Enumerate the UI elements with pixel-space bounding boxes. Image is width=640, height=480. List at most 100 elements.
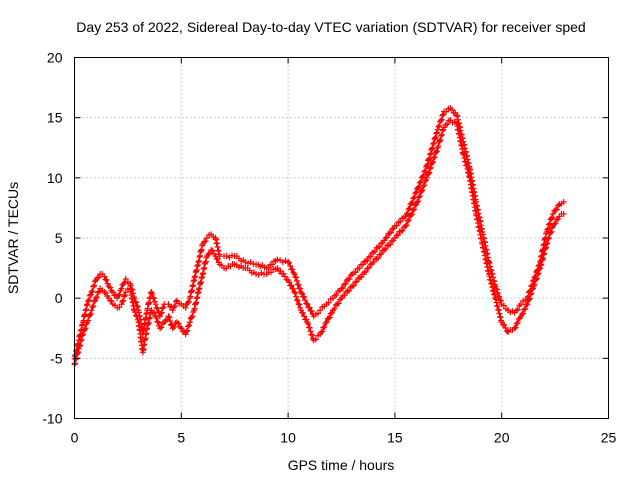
interp-point: [185, 323, 192, 330]
interp-point: [522, 305, 529, 312]
interp-point: [545, 225, 552, 232]
interp-point: [525, 296, 532, 303]
interp-point: [116, 291, 123, 298]
interp-point: [437, 117, 444, 124]
interp-point: [496, 293, 503, 300]
interp-point: [386, 230, 393, 237]
data-point: [338, 285, 345, 292]
interp-point: [389, 225, 396, 232]
interp-point: [189, 313, 196, 320]
interp-point: [551, 221, 558, 228]
data-point: [118, 285, 125, 292]
interp-point: [303, 300, 310, 307]
interp-point: [223, 253, 230, 260]
interp-point: [297, 285, 304, 292]
interp-point: [425, 156, 432, 163]
interp-point: [328, 309, 335, 316]
interp-point: [301, 293, 308, 300]
interp-point: [545, 221, 552, 228]
interp-point: [433, 129, 440, 136]
interp-point: [419, 173, 426, 180]
interp-point: [290, 285, 297, 292]
interp-point: [346, 287, 353, 294]
interp-point: [536, 266, 543, 273]
interp-point: [420, 172, 427, 179]
interp-point: [102, 289, 109, 296]
interp-point: [185, 322, 192, 329]
data-point: [274, 256, 281, 263]
interp-point: [102, 276, 109, 283]
interp-point: [153, 304, 160, 311]
data-point: [560, 198, 567, 205]
interp-point: [74, 350, 81, 357]
interp-point: [419, 187, 426, 194]
interp-point: [416, 193, 423, 200]
interp-point: [397, 218, 404, 225]
interp-point: [420, 183, 427, 190]
interp-point: [552, 220, 559, 227]
interp-point: [545, 235, 552, 242]
interp-point: [306, 324, 313, 331]
interp-point: [127, 282, 134, 289]
interp-point: [167, 318, 174, 325]
interp-point: [534, 271, 541, 278]
interp-point: [184, 327, 191, 334]
interp-point: [412, 202, 419, 209]
interp-point: [321, 323, 328, 330]
interp-point: [422, 178, 429, 185]
interp-point: [399, 227, 406, 234]
interp-point: [305, 320, 312, 327]
interp-point: [133, 312, 140, 319]
interp-point: [376, 243, 383, 250]
interp-point: [523, 301, 530, 308]
interp-point: [91, 298, 98, 305]
interp-point: [153, 315, 160, 322]
y-tick-label: 10: [47, 170, 63, 186]
data-point: [88, 307, 95, 314]
interp-point: [433, 148, 440, 155]
interp-point: [250, 260, 257, 267]
data-point: [543, 241, 550, 248]
data-point: [109, 289, 116, 296]
interp-point: [325, 315, 332, 322]
data-point: [423, 174, 430, 181]
interp-point: [520, 310, 527, 317]
interp-point: [552, 207, 559, 214]
interp-point: [435, 123, 442, 130]
interp-point: [416, 179, 423, 186]
interp-point: [427, 151, 434, 158]
interp-point: [412, 190, 419, 197]
interp-point: [433, 149, 440, 156]
interp-point: [312, 336, 319, 343]
interp-point: [119, 298, 126, 305]
interp-point: [289, 266, 296, 273]
interp-point: [352, 269, 359, 276]
interp-point: [387, 241, 394, 248]
interp-point: [175, 320, 182, 327]
data-point: [174, 297, 181, 304]
interp-point: [89, 304, 96, 311]
axis-ticks: 0 5 10 15 20 25 -10 -5 0 5 10 15 20: [42, 50, 616, 446]
interp-point: [362, 268, 369, 275]
data-point: [560, 210, 567, 217]
data-point: [169, 307, 176, 314]
data-point: [402, 222, 409, 229]
interp-point: [326, 314, 333, 321]
interp-point: [544, 226, 551, 233]
interp-point: [430, 140, 437, 147]
interp-point: [82, 325, 89, 332]
interp-point: [346, 275, 353, 282]
interp-point: [309, 332, 316, 339]
interp-point: [430, 154, 437, 161]
data-point: [291, 271, 298, 278]
x-tick-label: 25: [601, 430, 617, 446]
interp-point: [502, 325, 509, 332]
interp-point: [279, 259, 286, 266]
interp-point: [343, 277, 350, 284]
interp-point: [322, 320, 329, 327]
data-point: [517, 301, 524, 308]
data-point: [291, 289, 298, 296]
interp-point: [120, 280, 127, 287]
interp-point: [81, 326, 88, 333]
